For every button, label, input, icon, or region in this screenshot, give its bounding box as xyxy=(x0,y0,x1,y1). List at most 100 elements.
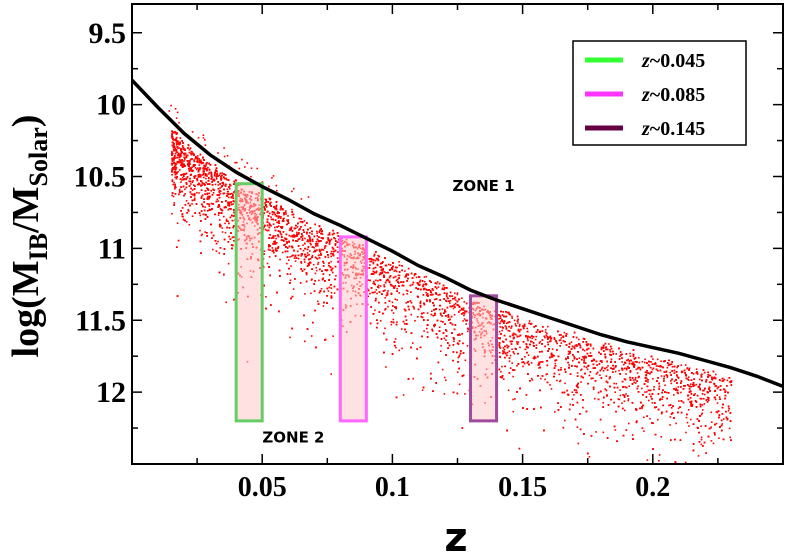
scatter-point xyxy=(602,370,605,372)
scatter-point xyxy=(227,208,230,211)
scatter-point xyxy=(196,191,198,194)
scatter-point xyxy=(458,333,461,335)
scatter-point xyxy=(560,369,562,371)
scatter-point xyxy=(433,298,436,301)
scatter-point xyxy=(322,305,325,307)
scatter-point xyxy=(619,389,621,391)
scatter-point xyxy=(728,427,731,430)
scatter-point xyxy=(205,177,207,180)
scatter-point xyxy=(421,389,424,391)
scatter-point xyxy=(586,368,589,371)
scatter-point xyxy=(207,187,209,190)
scatter-point xyxy=(199,168,201,171)
scatter-point xyxy=(282,218,285,220)
scatter-point xyxy=(288,259,290,261)
scatter-point xyxy=(328,241,331,244)
scatter-point xyxy=(528,320,531,322)
scatter-point xyxy=(208,192,211,195)
scatter-point xyxy=(207,210,209,212)
scatter-point xyxy=(637,385,639,387)
scatter-point xyxy=(503,378,505,380)
scatter-point xyxy=(308,253,310,256)
scatter-point xyxy=(275,237,277,240)
scatter-point xyxy=(438,308,441,311)
scatter-point xyxy=(628,385,630,387)
scatter-point xyxy=(467,330,469,333)
scatter-point xyxy=(196,156,199,159)
scatter-point xyxy=(270,224,272,227)
scatter-point xyxy=(443,337,446,340)
scatter-point xyxy=(709,374,712,377)
scatter-point xyxy=(573,394,575,396)
scatter-point xyxy=(375,289,378,291)
scatter-point xyxy=(729,436,731,439)
scatter-point xyxy=(214,173,216,176)
scatter-point xyxy=(564,419,566,422)
scatter-point xyxy=(516,365,518,367)
scatter-point xyxy=(653,386,655,388)
scatter-point xyxy=(196,155,199,157)
scatter-point xyxy=(508,311,510,314)
scatter-point xyxy=(173,202,176,204)
scatter-point xyxy=(506,354,508,356)
scatter-point xyxy=(229,187,231,190)
scatter-point xyxy=(291,255,293,257)
scatter-point xyxy=(373,280,375,283)
scatter-point xyxy=(592,388,595,391)
scatter-point xyxy=(227,196,230,199)
scatter-point xyxy=(398,292,400,294)
scatter-point xyxy=(604,357,607,359)
scatter-point xyxy=(323,247,326,249)
scatter-point xyxy=(502,350,504,352)
scatter-point xyxy=(190,193,193,195)
scatter-point xyxy=(564,340,566,343)
scatter-point xyxy=(688,425,690,427)
scatter-point xyxy=(296,226,299,228)
scatter-point xyxy=(377,280,379,282)
scatter-point xyxy=(458,354,461,357)
scatter-point xyxy=(190,167,193,169)
scatter-point xyxy=(515,324,518,327)
scatter-point xyxy=(580,369,582,371)
scatter-point xyxy=(699,378,701,381)
scatter-point xyxy=(183,154,186,156)
scatter-point xyxy=(328,274,331,276)
scatter-point xyxy=(369,260,371,263)
scatter-point xyxy=(456,292,459,294)
scatter-point xyxy=(526,338,529,340)
scatter-point xyxy=(296,231,298,234)
scatter-point xyxy=(649,417,651,420)
scatter-point xyxy=(321,248,323,251)
scatter-point xyxy=(419,300,422,303)
scatter-point xyxy=(517,322,519,324)
scatter-point xyxy=(531,341,533,343)
scatter-point xyxy=(171,174,173,176)
scatter-point xyxy=(643,361,646,364)
scatter-point xyxy=(718,396,721,398)
scatter-point xyxy=(445,330,448,332)
scatter-point xyxy=(511,325,513,327)
scatter-point xyxy=(426,300,428,302)
scatter-point xyxy=(423,330,425,332)
scatter-point xyxy=(708,381,711,384)
scatter-point xyxy=(558,373,561,376)
scatter-point xyxy=(646,372,648,374)
scatter-point xyxy=(306,240,308,243)
scatter-point xyxy=(220,175,222,178)
scatter-point xyxy=(727,409,730,412)
scatter-point xyxy=(549,384,551,386)
scatter-point xyxy=(498,351,501,354)
scatter-point xyxy=(613,382,615,385)
scatter-point xyxy=(286,262,288,265)
scatter-point xyxy=(458,355,460,358)
scatter-point xyxy=(202,167,205,169)
scatter-point xyxy=(392,318,395,321)
scatter-point xyxy=(445,339,447,341)
scatter-point xyxy=(551,348,554,350)
scatter-point xyxy=(535,335,537,338)
scatter-point xyxy=(192,180,194,182)
scatter-point xyxy=(660,375,663,377)
scatter-point xyxy=(225,301,227,304)
scatter-point xyxy=(550,338,552,340)
scatter-point xyxy=(226,192,228,195)
